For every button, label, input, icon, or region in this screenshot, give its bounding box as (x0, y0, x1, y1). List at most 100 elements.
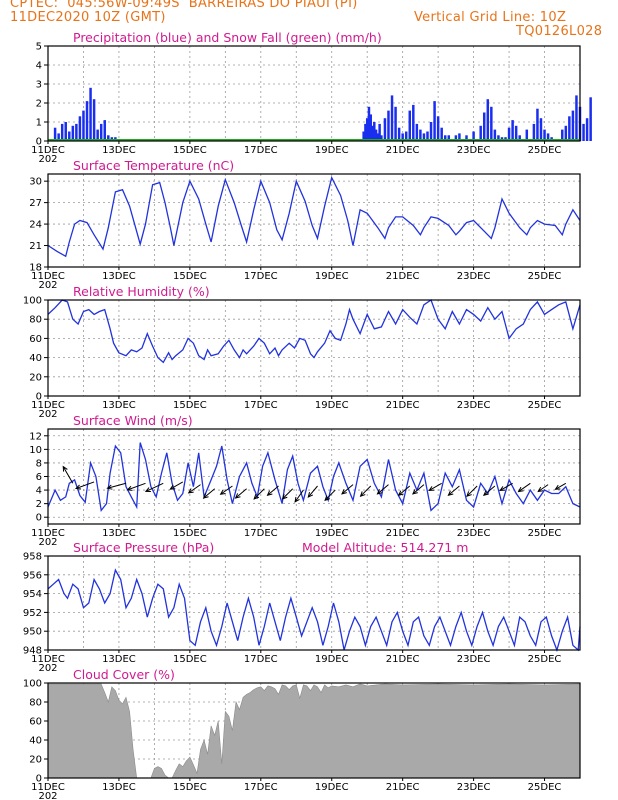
x-year-label: 202 (38, 154, 57, 165)
x-tick-label: 21DEC (386, 782, 420, 793)
precip-bar (401, 133, 404, 141)
x-tick-label: 21DEC (386, 654, 420, 665)
precip-bar (96, 129, 99, 141)
wind-arrow (220, 485, 233, 495)
y-tick-label: 2 (36, 499, 42, 510)
wind-arrow-head (294, 496, 300, 503)
y-tick-label: 956 (23, 570, 42, 581)
precip-bar (365, 118, 369, 141)
rh-frame (47, 299, 581, 397)
precip-bar (429, 122, 433, 141)
rh-panel: 0 20 40 60 80 100 11DEC 13DEC 15DEC 17DEC 19DEC 21D… (23, 284, 581, 420)
precip-bar (380, 135, 383, 141)
y-tick-label: 100 (23, 679, 42, 690)
x-tick-label: 19DEC (315, 145, 349, 156)
x-tick-label: 19DEC (315, 271, 349, 282)
x-tick-label: 23DEC (457, 145, 491, 156)
y-tick-label: 21 (29, 241, 42, 252)
precip-bar (374, 129, 378, 141)
wind-arrow (341, 484, 354, 495)
wind-arrow (518, 482, 531, 492)
wind-arrow-head (187, 488, 194, 494)
precip-bar (369, 114, 372, 141)
precip-bar (373, 122, 376, 141)
y-tick-label: 948 (23, 646, 42, 657)
precip-bar (92, 99, 96, 141)
x-tick-label: 13DEC (102, 271, 136, 282)
precip-bar (518, 135, 521, 141)
precip-bar (419, 129, 422, 141)
precip-bar (454, 135, 458, 141)
precip-bar (447, 135, 451, 141)
wind-arrow-head (341, 489, 347, 495)
y-tick-label: 18 (29, 263, 42, 274)
precip-bar (85, 101, 89, 141)
wind-arrow-head (412, 489, 418, 495)
x-tick-label: 25DEC (528, 400, 562, 411)
x-tick-label: 13DEC (102, 400, 136, 411)
y-tick-label: 20 (29, 372, 42, 383)
wind-arrow (499, 482, 513, 491)
y-tick-label: 80 (29, 315, 42, 326)
rh-series-line (47, 298, 581, 364)
wind-arrow-head (537, 486, 544, 493)
wind-arrow-head (169, 484, 176, 490)
wind-arrow (282, 488, 294, 500)
wind-arrow (555, 482, 567, 490)
x-year-label: 202 (38, 791, 57, 800)
wind-arrow-head (253, 494, 260, 500)
wind-arrow (428, 482, 442, 491)
x-tick-label: 23DEC (457, 271, 491, 282)
y-tick-label: 1 (36, 118, 42, 129)
x-tick-label: 19DEC (315, 400, 349, 411)
precip-bar (68, 131, 71, 141)
wind-arrow (267, 485, 279, 496)
x-tick-label: 13DEC (102, 528, 136, 539)
y-tick-label: 954 (23, 589, 42, 600)
temp-series-line (47, 175, 581, 258)
precip-bar (404, 131, 408, 141)
precip-bar (394, 106, 397, 141)
precip-bar (412, 104, 415, 141)
wind-series-line (47, 442, 581, 512)
precip-bar (486, 99, 490, 141)
x-tick-label: 17DEC (244, 400, 278, 411)
wind-arrow (448, 485, 460, 496)
precip-bar (378, 123, 381, 141)
wind-arrow-head (144, 487, 151, 492)
y-tick-label: 24 (29, 220, 42, 231)
wind-arrow-head (466, 491, 472, 497)
x-year-label: 202 (38, 663, 57, 674)
x-tick-label: 21DEC (386, 400, 420, 411)
wind-arrow-head (359, 491, 366, 497)
y-tick-label: 10 (29, 445, 42, 456)
precip-bar (543, 129, 546, 141)
precip-bar (64, 122, 67, 141)
wind-arrow-head (517, 486, 524, 493)
y-tick-label: 950 (23, 627, 42, 638)
wind-arrow (324, 489, 336, 501)
x-tick-label: 21DEC (386, 271, 420, 282)
y-tick-label: 0 (36, 513, 42, 524)
wind-arrow-head (126, 485, 133, 491)
x-year-label: 202 (38, 537, 57, 548)
wind-arrow (203, 488, 216, 499)
x-tick-label: 11DEC (31, 782, 65, 793)
y-tick-label: 0 (36, 137, 42, 148)
precip-bar (525, 129, 529, 141)
x-tick-label: 11DEC (31, 145, 65, 156)
x-tick-label: 17DEC (244, 782, 278, 793)
precip-frame (47, 45, 581, 142)
x-year-label: 202 (38, 409, 57, 420)
grid-line-note: Vertical Grid Line: 10Z (414, 10, 567, 25)
wind-arrow (127, 482, 146, 491)
precip-bar (482, 112, 486, 141)
precip-bar (415, 123, 419, 141)
x-tick-label: 17DEC (244, 528, 278, 539)
precip-bar (582, 123, 585, 141)
model-altitude-label: Model Altitude: 514.271 m (302, 540, 468, 555)
precip-bar (564, 125, 568, 141)
x-tick-label: 11DEC (31, 400, 65, 411)
wind-arrow-head (234, 493, 241, 499)
wind-arrow-head (266, 490, 273, 496)
